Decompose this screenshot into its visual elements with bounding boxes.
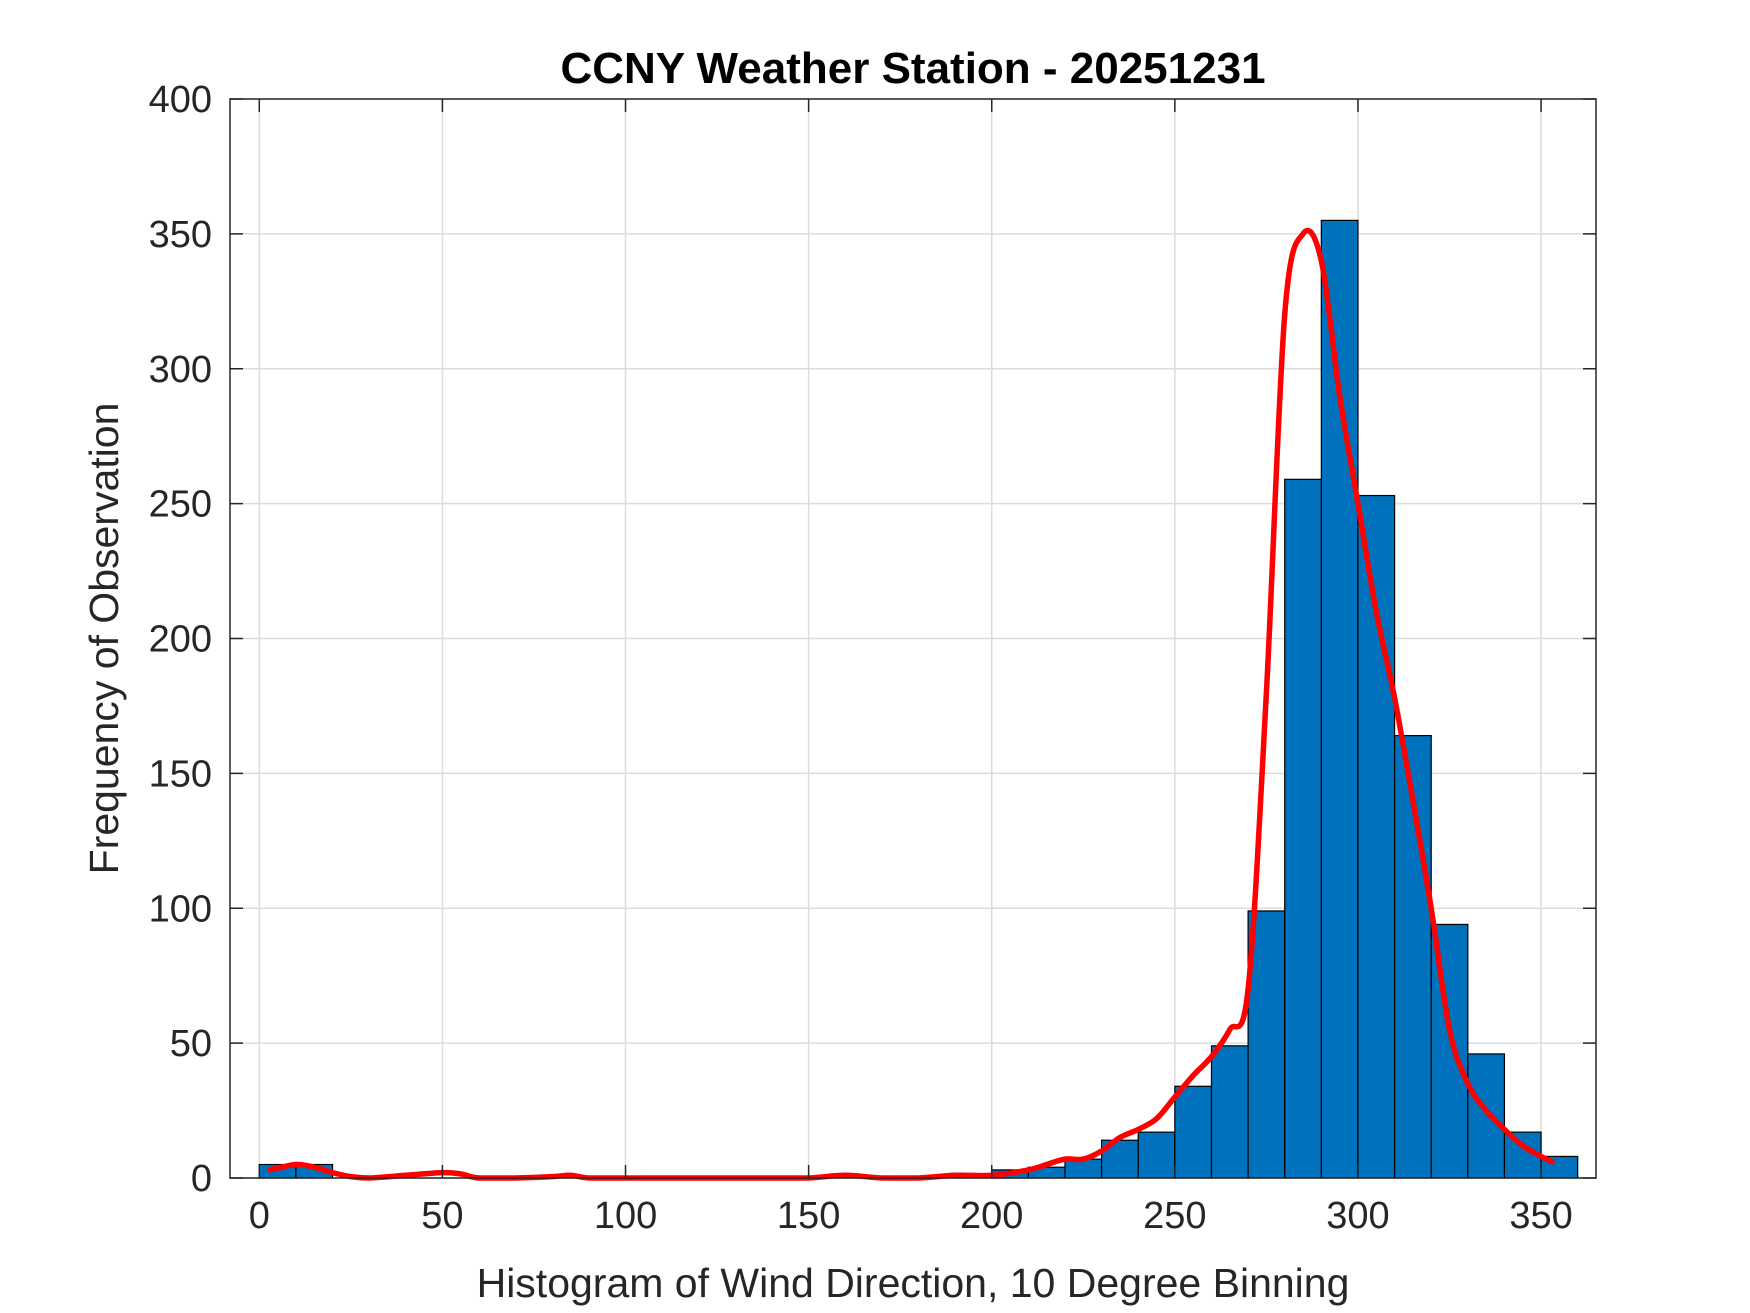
- y-tick-label: 50: [170, 1023, 212, 1065]
- x-tick-label: 150: [777, 1195, 840, 1237]
- y-tick-label: 0: [191, 1158, 212, 1200]
- x-tick-label: 0: [249, 1195, 270, 1237]
- histogram-bar: [1467, 1053, 1506, 1179]
- histogram-bar: [1174, 1085, 1213, 1179]
- histogram-bar: [1137, 1131, 1176, 1179]
- y-tick-label: 150: [149, 753, 212, 795]
- histogram-bar: [1284, 478, 1322, 1179]
- x-tick-label: 300: [1326, 1195, 1389, 1237]
- y-tick-label: 250: [149, 484, 212, 526]
- x-tick-label: 50: [421, 1195, 463, 1237]
- histogram-bar: [1320, 219, 1359, 1179]
- histogram-bar: [1210, 1045, 1249, 1179]
- x-tick-label: 350: [1509, 1195, 1572, 1237]
- y-tick-label: 100: [149, 888, 212, 930]
- y-tick-label: 400: [149, 79, 212, 121]
- chart-title: CCNY Weather Station - 20251231: [560, 44, 1265, 93]
- axis-ticks: 0 50 100 150 200 250 300 350 0 50 100 150 200 250 300 3…: [149, 79, 1596, 1237]
- x-axis-label: Histogram of Wind Direction, 10 Degree B…: [477, 1260, 1350, 1306]
- x-tick-label: 200: [960, 1195, 1023, 1237]
- x-tick-label: 250: [1143, 1195, 1206, 1237]
- histogram-bar: [1064, 1158, 1103, 1179]
- y-axis-label: Frequency of Observation: [81, 403, 127, 875]
- x-tick-label: 100: [594, 1195, 657, 1237]
- y-tick-label: 350: [149, 214, 212, 256]
- y-tick-label: 200: [149, 619, 212, 661]
- y-tick-label: 300: [149, 349, 212, 391]
